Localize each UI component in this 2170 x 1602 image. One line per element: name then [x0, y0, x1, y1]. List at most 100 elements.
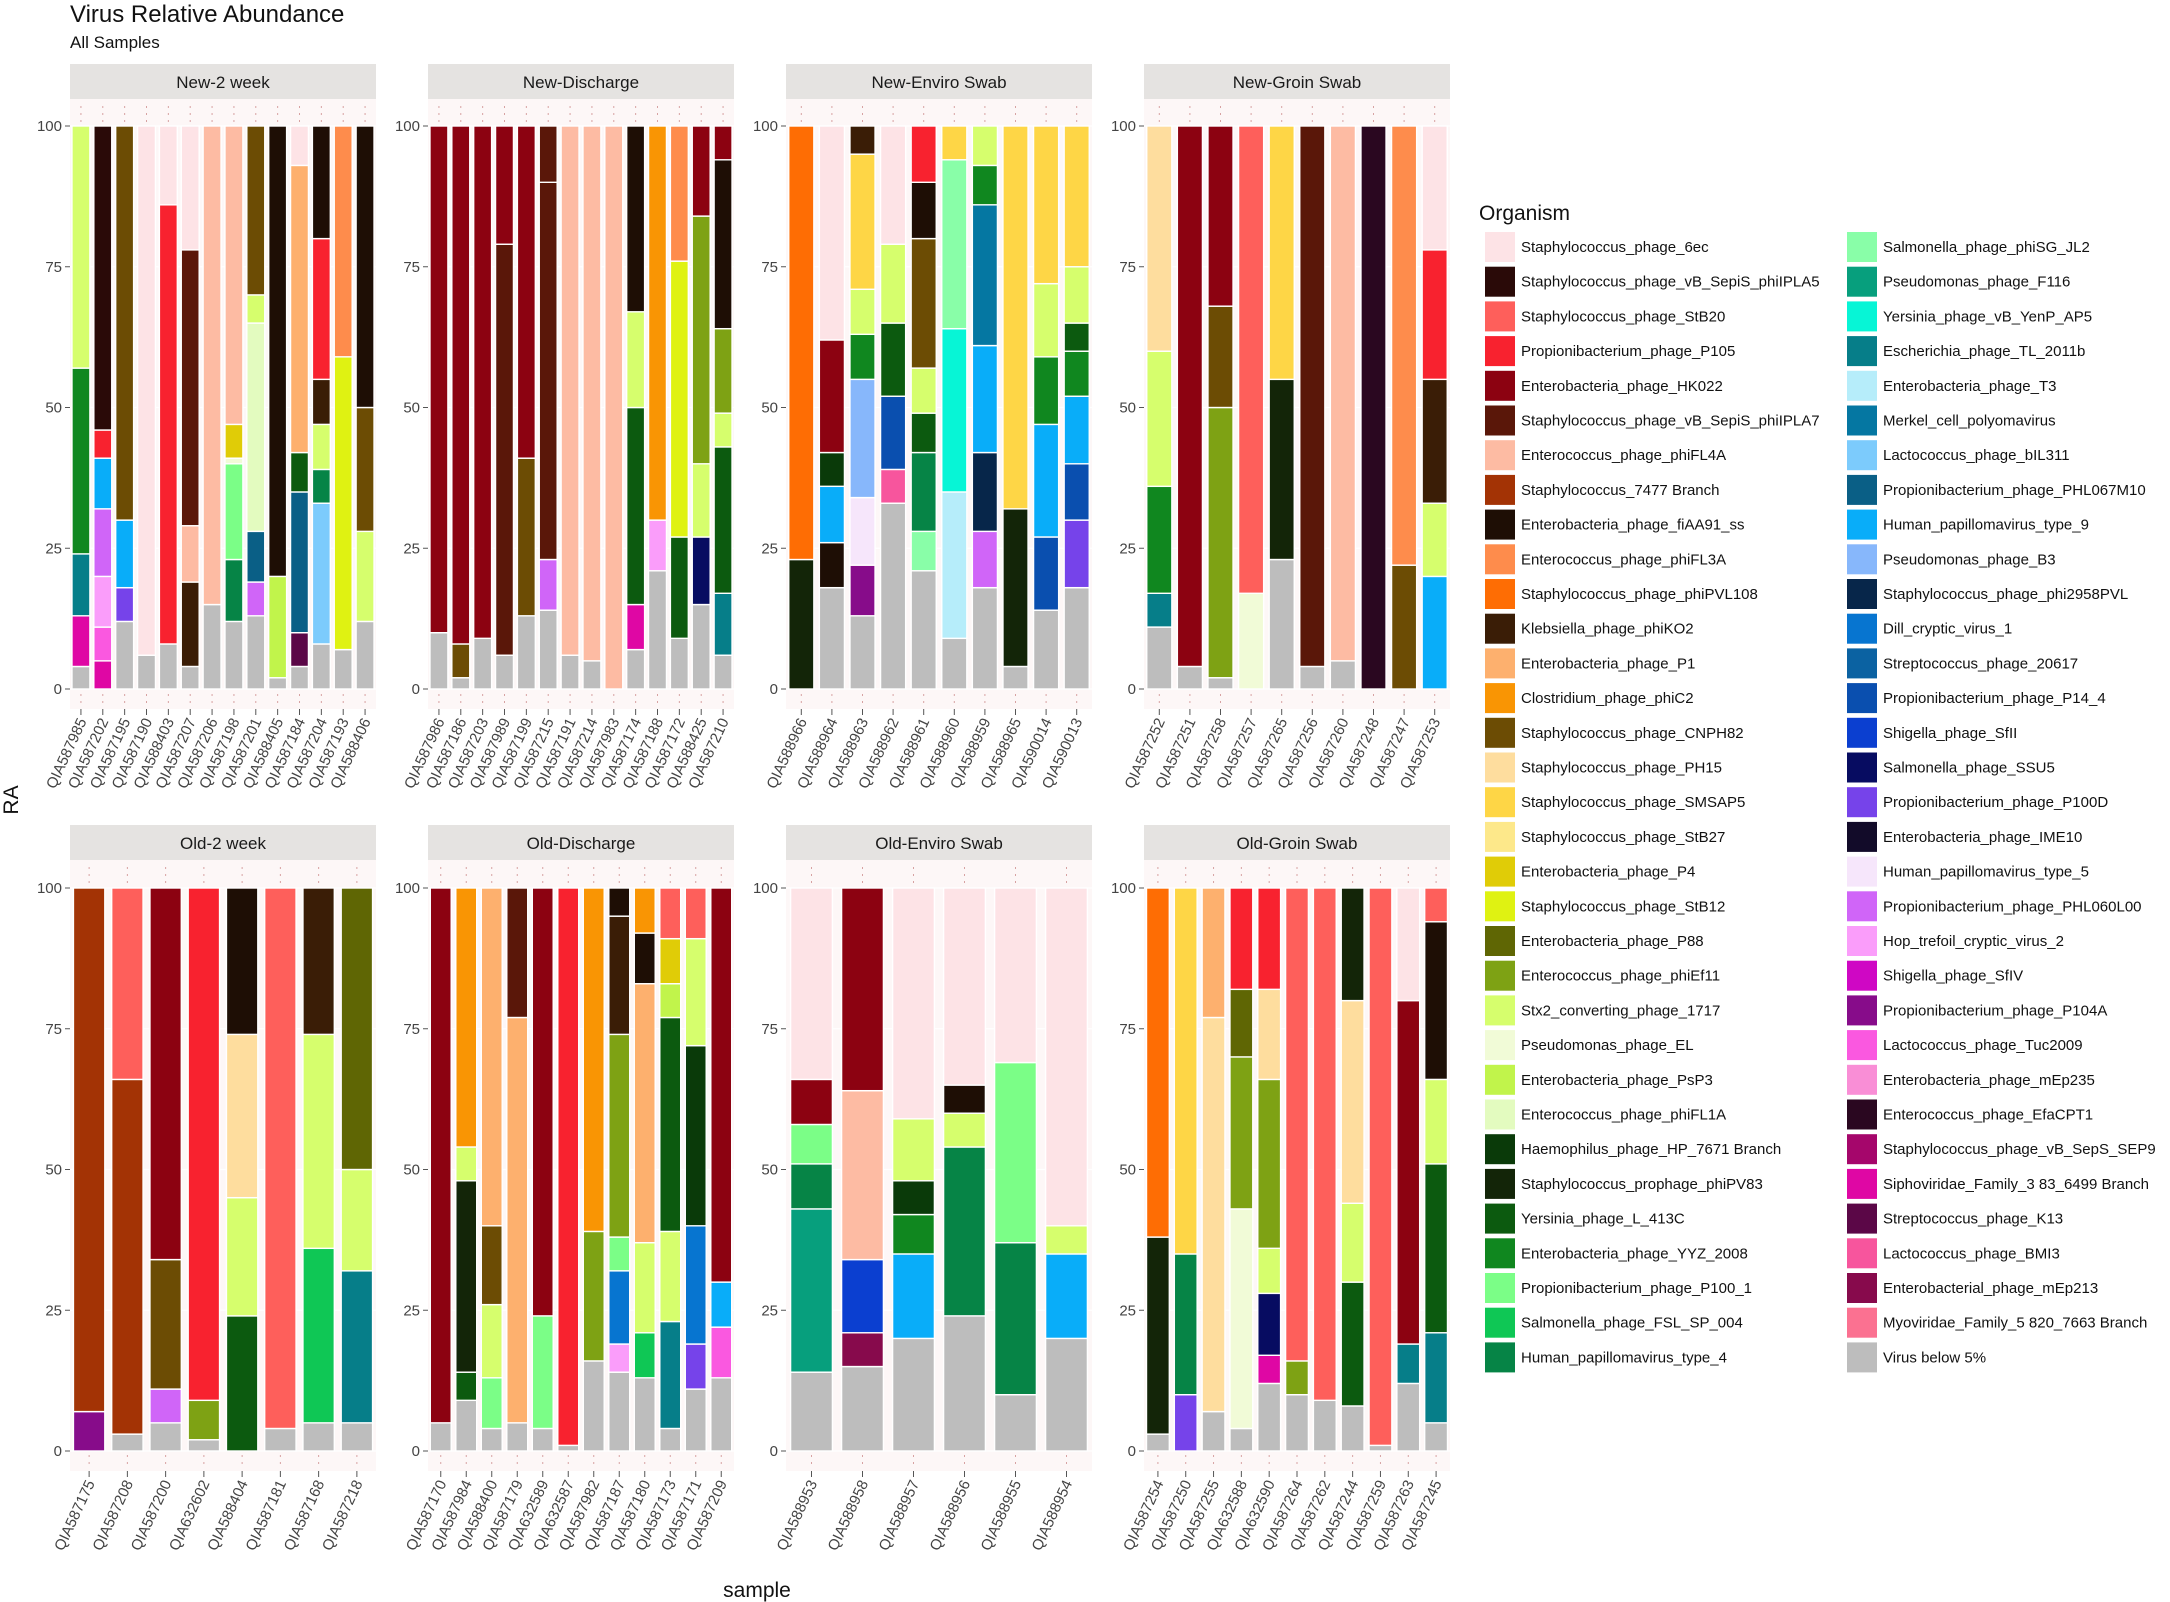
legend-label: Virus below 5% [1883, 1349, 1986, 1366]
legend-label: Myoviridae_Family_5 820_7663 Branch [1883, 1315, 2147, 1332]
bar-segment-virus-below-5 [993, 1393, 1038, 1452]
bar-segment-stx2-converting-phage-1717 [942, 1112, 987, 1148]
bar-segment-stx2-converting-phage-1717 [340, 1168, 374, 1272]
bar-segment-virus-below-5 [691, 603, 711, 690]
legend: Organism Staphylococcus_phage_6ecStaphyl… [1479, 202, 2156, 1373]
legend-key [1485, 1273, 1515, 1303]
legend-label: Human_papillomavirus_type_9 [1883, 517, 2089, 534]
legend-item-enterobacteria-phage-p1: Enterobacteria_phage_P1 [1485, 648, 1695, 679]
bar-qia588965 [1002, 125, 1029, 690]
legend-key [1485, 1238, 1515, 1269]
bar-segment-virus-below-5 [158, 643, 179, 690]
legend-key [1847, 1342, 1877, 1373]
legend-key [1485, 1064, 1515, 1095]
bar-segment-stx2-converting-phage-1717 [849, 288, 876, 336]
bar-qia587260 [1329, 125, 1357, 690]
legend-item-lactococcus-phage-bil311: Lactococcus_phage_bIL311 [1847, 440, 2070, 471]
bar-segment-propionibacterium-phage-p105 [93, 429, 113, 459]
bar-segment-human-papillomavirus-type-4 [910, 451, 937, 533]
bar-segment-human-papillomavirus-type-9 [891, 1253, 936, 1340]
bar-segment-virus-below-5 [180, 665, 200, 690]
bar-qia632589 [531, 887, 554, 1452]
bar-qia588953 [789, 887, 834, 1452]
bar-segment-staphylococcus-phage-stb20 [263, 887, 297, 1430]
bar-segment-yersinia-phage-l-413c [910, 412, 937, 454]
bar-segment-virus-below-5 [1044, 1337, 1089, 1452]
legend-key [1485, 1203, 1515, 1234]
legend-key [1485, 440, 1515, 471]
bar-qia587254 [1145, 887, 1171, 1452]
legend-label: Staphylococcus_phage_vB_SepS_SEP9 [1883, 1141, 2156, 1158]
bar-segment-staphylococcus-phage-6ec [942, 887, 987, 1086]
bar-segment-enterococcus-phage-phief11 [691, 215, 711, 465]
legend-item-staphylococcus-phage-6ec: Staphylococcus_phage_6ec [1485, 232, 1709, 262]
bar-qia587215 [538, 125, 558, 690]
bar-segment-virus-below-5 [633, 1377, 656, 1452]
bar-segment-staphylococcus-phage-6ec [1396, 887, 1421, 1002]
bar-segment-enterococcus-phage-phief11 [608, 1033, 631, 1238]
bar-qia588959 [971, 125, 999, 690]
bar-segment-virus-below-5 [557, 1444, 580, 1452]
bar-segment-human-papillomavirus-type-9 [1063, 395, 1090, 465]
bar-segment-pseudomonas-phage-el [1229, 1208, 1254, 1430]
bar-qia587253 [1421, 125, 1448, 690]
legend-label: Staphylococcus_phage_phiPVL108 [1521, 586, 1758, 603]
bar-segment-staphylococcus-phage-6ec [180, 125, 200, 251]
legend-item-enterobacteria-phage-ime10: Enterobacteria_phage_IME10 [1847, 821, 2082, 852]
bar-segment-dill-cryptic-virus-1 [684, 1225, 707, 1345]
bar-segment-human-papillomavirus-type-9 [818, 485, 846, 544]
bar-qia587265 [1268, 125, 1295, 690]
legend-item-enterobacteria-phage-yyz-2008: Enterobacteria_phage_YYZ_2008 [1485, 1238, 1748, 1269]
bar-segment-staphylococcus-phage-smsap5 [1063, 125, 1090, 268]
legend-label: Staphylococcus_phage_6ec [1521, 239, 1709, 256]
bar-segment-enterobacteria-phage-hk022 [710, 887, 733, 1283]
bar-segment-virus-below-5 [1002, 665, 1029, 690]
bar-segment-enterobacteria-phage-p1 [480, 887, 503, 1227]
legend-key [1485, 821, 1515, 852]
bar-segment-enterococcus-phage-phifl4a [604, 125, 624, 690]
legend-key [1847, 960, 1877, 991]
bar-segment-virus-below-5 [1312, 1399, 1337, 1452]
bar-qia587172 [669, 125, 690, 690]
legend-key [1847, 613, 1877, 644]
bar-qia587207 [180, 125, 200, 690]
bar-segment-enterobacteria-phage-p1 [633, 983, 656, 1244]
bar-segment-enterobacteria-phage-hk022 [818, 339, 846, 454]
y-tick-label: 75 [761, 259, 778, 276]
legend-key [1485, 752, 1515, 783]
bar-segment-stx2-converting-phage-1717 [311, 423, 332, 471]
bar-segment-yersinia-phage-l-413c [455, 1371, 478, 1402]
bar-qia587208 [110, 887, 144, 1452]
legend-label: Shigella_phage_SfIV [1883, 968, 2023, 985]
bar-qia587199 [516, 125, 537, 690]
legend-item-enterobacteria-phage-hk022: Enterobacteria_phage_HK022 [1485, 370, 1723, 401]
bar-segment-stx2-converting-phage-1717 [1044, 1225, 1089, 1255]
bar-qia588403 [158, 125, 179, 690]
legend-item-staphylococcus-phage-vb-sepis-phiipla7: Staphylococcus_phage_vB_SepiS_phiIPLA7 [1485, 405, 1820, 436]
bar-segment-stx2-converting-phage-1717 [302, 1033, 336, 1250]
bar-segment-propionibacterium-phage-p105 [311, 237, 332, 381]
legend-item-staphylococcus-phage-vb-sepis-phiipla5: Staphylococcus_phage_vB_SepiS_phiIPLA5 [1485, 266, 1820, 297]
bar-segment-staphylococcus-phage-vb-sepis-phiipla7 [494, 243, 515, 656]
bar-segment-enterobacterial-phage-mep213 [840, 1332, 885, 1368]
bar-segment-stx2-converting-phage-1717 [659, 1230, 682, 1323]
bar-qia588400 [480, 887, 503, 1452]
bar-segment-staphylococcus-phage-cnph82 [1390, 564, 1418, 690]
bar-segment-virus-below-5 [506, 1422, 529, 1452]
bar-qia587184 [289, 125, 310, 690]
bar-segment-human-papillomavirus-type-9 [114, 519, 135, 589]
y-tick-label: 75 [45, 259, 62, 276]
bar-segment-human-papillomavirus-type-4 [1173, 1253, 1198, 1396]
bar-segment-enterobacteria-phage-p4 [659, 937, 682, 985]
legend-item-staphylococcus-7477-branch: Staphylococcus_7477 Branch [1485, 474, 1719, 505]
legend-key [1847, 752, 1877, 783]
bar-qia587252 [1146, 125, 1173, 690]
legend-label: Escherichia_phage_TL_2011b [1883, 343, 2085, 360]
legend-key [1485, 613, 1515, 644]
bar-segment-virus-below-5 [1257, 1382, 1282, 1452]
bar-segment-human-papillomavirus-type-4 [993, 1241, 1038, 1396]
bar-segment-virus-below-5 [1329, 660, 1357, 690]
legend-label: Lactococcus_phage_Tuc2009 [1883, 1037, 2083, 1054]
bar-segment-virus-below-5 [942, 1315, 987, 1452]
bar-segment-staphylococcus-phage-stb20 [110, 887, 144, 1081]
